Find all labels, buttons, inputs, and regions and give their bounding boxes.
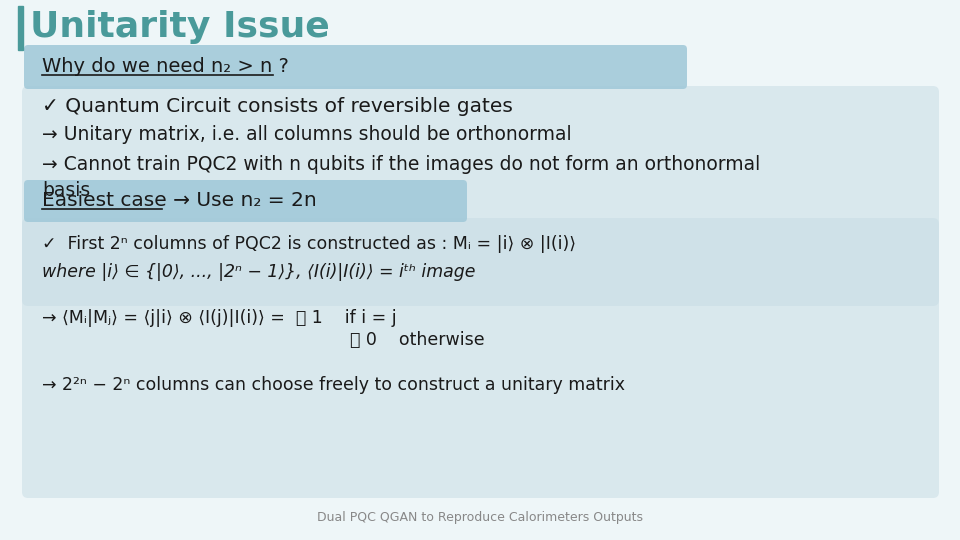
- Text: → 2²ⁿ − 2ⁿ columns can choose freely to construct a unitary matrix: → 2²ⁿ − 2ⁿ columns can choose freely to …: [42, 376, 625, 394]
- FancyBboxPatch shape: [24, 180, 467, 222]
- Text: ｛ 0    otherwise: ｛ 0 otherwise: [42, 331, 485, 349]
- Text: Easiest case → Use n₂ = 2n: Easiest case → Use n₂ = 2n: [42, 192, 317, 211]
- Text: ✓  First 2ⁿ columns of PQC2 is constructed as : Mᵢ = |i⟩ ⊗ |I(i)⟩: ✓ First 2ⁿ columns of PQC2 is constructe…: [42, 235, 576, 253]
- FancyBboxPatch shape: [22, 218, 939, 498]
- FancyBboxPatch shape: [24, 45, 687, 89]
- Text: → ⟨Mᵢ|Mⱼ⟩ = ⟨j|i⟩ ⊗ ⟨I(j)|I(i)⟩ =  ｛ 1    if i = j: → ⟨Mᵢ|Mⱼ⟩ = ⟨j|i⟩ ⊗ ⟨I(j)|I(i)⟩ = ｛ 1 if…: [42, 309, 396, 327]
- Text: Unitarity Issue: Unitarity Issue: [30, 10, 329, 44]
- Text: Dual PQC QGAN to Reproduce Calorimeters Outputs: Dual PQC QGAN to Reproduce Calorimeters …: [317, 511, 643, 524]
- Text: basis: basis: [42, 180, 90, 199]
- Text: → Cannot train PQC2 with n qubits if the images do not form an orthonormal: → Cannot train PQC2 with n qubits if the…: [42, 156, 760, 174]
- Text: → Unitary matrix, i.e. all columns should be orthonormal: → Unitary matrix, i.e. all columns shoul…: [42, 125, 571, 145]
- Bar: [18, 6, 23, 50]
- FancyBboxPatch shape: [22, 86, 939, 306]
- Text: where |i⟩ ∈ {|0⟩, ..., |2ⁿ − 1⟩}, ⟨I(i)|I(i)⟩ = iᵗʰ image: where |i⟩ ∈ {|0⟩, ..., |2ⁿ − 1⟩}, ⟨I(i)|…: [42, 263, 475, 281]
- Text: ✓ Quantum Circuit consists of reversible gates: ✓ Quantum Circuit consists of reversible…: [42, 97, 513, 116]
- Text: Why do we need n₂ > n ?: Why do we need n₂ > n ?: [42, 57, 289, 77]
